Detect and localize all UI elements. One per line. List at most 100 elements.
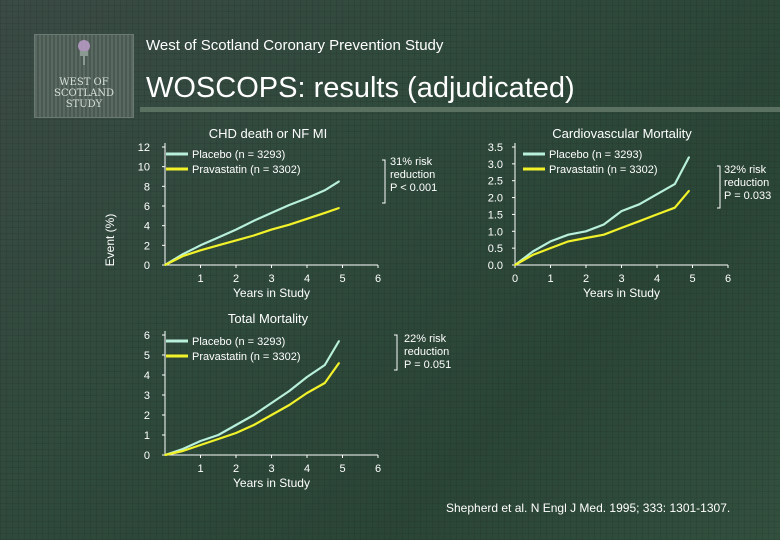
chart1-series-pravastatin-point xyxy=(199,249,202,252)
chart3-series-placebo-point xyxy=(181,448,184,450)
chart3-x-tick-label: 4 xyxy=(304,463,310,475)
chart2-series-placebo-point xyxy=(638,203,641,206)
chart1-annotation-bracket xyxy=(382,159,386,204)
chart3-series-placebo-point xyxy=(323,364,326,366)
chart2-y-tick-label: 1.0 xyxy=(488,226,503,238)
chart2-annotation-line: reduction xyxy=(724,177,769,189)
chart1-series-pravastatin-point xyxy=(323,212,326,214)
chart1-y-tick-label: 8 xyxy=(144,181,150,193)
chart2-series-placebo-point xyxy=(531,250,534,253)
chart1-x-tick-label: 2 xyxy=(233,273,239,285)
citation: Shepherd et al. N Engl J Med. 1995; 333:… xyxy=(446,501,731,515)
chart2-x-tick-label: 6 xyxy=(725,273,731,285)
chart3-series-pravastatin-point xyxy=(235,432,237,434)
chart2-series-pravastatin-point xyxy=(656,213,658,216)
chart1-series-pravastatin-point xyxy=(270,228,273,231)
chart3-y-tick-label: 2 xyxy=(144,410,150,422)
chart1-series-placebo-point xyxy=(252,219,255,222)
chart2-series-placebo-point xyxy=(602,223,605,226)
chart2-series-pravastatin-point xyxy=(673,206,676,209)
chart3-series-placebo-point xyxy=(306,376,308,378)
chart3-series-pravastatin-point xyxy=(306,392,308,394)
chart3-series-pravastatin-point xyxy=(181,450,184,452)
chart2-series-placebo-point xyxy=(585,230,587,233)
chart2-series-placebo-point xyxy=(656,193,658,196)
logo-line-2: SCOTLAND xyxy=(54,88,114,99)
chart2-x-tick-label: 3 xyxy=(618,273,624,285)
chart2-annotation-line: P = 0.033 xyxy=(724,190,771,202)
chart3-series-placebo-point xyxy=(235,424,237,426)
chart2-y-tick-label: 3.0 xyxy=(488,159,503,171)
chart1-y-tick-label: 12 xyxy=(138,142,150,154)
chart2-series-placebo-point xyxy=(567,233,570,236)
chart3-y-tick-label: 0 xyxy=(144,450,150,462)
thistle-icon xyxy=(78,40,90,65)
org-title: West of Scotland Coronary Prevention Stu… xyxy=(146,37,444,54)
chart3-series-placebo-point xyxy=(338,340,340,342)
chart1-series-placebo-point xyxy=(235,228,237,231)
chart1-x-tick-label: 6 xyxy=(375,273,381,285)
chart1-series-placebo-point xyxy=(181,253,184,256)
chart3-y-tick-label: 4 xyxy=(144,370,150,382)
chart1-y-tick-label: 2 xyxy=(144,240,150,252)
chart2-series-pravastatin-point xyxy=(531,254,534,256)
chart1-series-placebo-point xyxy=(306,197,308,200)
chart1-series-pravastatin-point xyxy=(217,244,220,247)
chart3-series-placebo-point xyxy=(252,414,255,416)
chart1-series-pravastatin-point xyxy=(235,239,237,242)
chart1-y-tick-label: 0 xyxy=(144,260,150,272)
chart3-annotation-line: P = 0.051 xyxy=(404,359,451,371)
chart2-x-label: Years in Study xyxy=(583,286,660,300)
logo-line-3: STUDY xyxy=(65,99,103,110)
chart2-series-pravastatin-point xyxy=(602,233,605,236)
chart3-series-placebo-point xyxy=(217,434,220,436)
chart2-series-pravastatin-point xyxy=(549,247,552,250)
chart1-series-pravastatin-point xyxy=(288,223,291,226)
chart2-x-tick-label: 1 xyxy=(547,273,553,285)
chart3-series-pravastatin-point xyxy=(323,382,326,384)
chart1-annotation-line: reduction xyxy=(390,169,435,181)
chart1-y-tick-label: 10 xyxy=(138,162,150,174)
chart1-series-placebo-point xyxy=(270,212,273,214)
chart3-series-placebo-point xyxy=(270,402,273,404)
chart2-annotation-line: 32% risk xyxy=(724,164,767,176)
chart2-y-tick-label: 1.5 xyxy=(488,209,503,221)
chart3-y-tick-label: 3 xyxy=(144,390,150,402)
chart2-x-tick-label: 4 xyxy=(654,273,660,285)
chart2-series-pravastatin-point xyxy=(567,240,570,243)
chart3-y-tick-label: 6 xyxy=(144,330,150,342)
chart2-series-pravastatin-point xyxy=(620,227,623,229)
chart3-title: Total Mortality xyxy=(228,311,309,326)
logo-text: WEST OF SCOTLAND STUDY xyxy=(35,77,133,110)
chart3-x-tick-label: 2 xyxy=(233,463,239,475)
chart3-series-pravastatin-point xyxy=(270,414,273,416)
chart3-y-tick-label: 5 xyxy=(144,350,150,362)
chart2-y-tick-label: 3.5 xyxy=(488,142,503,154)
chart3-series-placebo-point xyxy=(199,440,202,442)
chart3-x-label: Years in Study xyxy=(233,476,310,490)
chart2-legend-label-pravastatin: Pravastatin (n = 3302) xyxy=(549,164,658,176)
chart3-series-pravastatin-point xyxy=(164,454,166,456)
chart2-annotation-bracket xyxy=(717,165,721,209)
chart1-series-pravastatin-point xyxy=(338,207,340,209)
chart3-series-pravastatin-point xyxy=(338,362,340,364)
chart1-series-placebo-point xyxy=(323,189,326,192)
chart3-annotation-bracket xyxy=(394,334,398,371)
chart2-y-tick-label: 0.0 xyxy=(488,260,503,272)
chart1-series-pravastatin-point xyxy=(181,255,184,257)
chart2-series-pravastatin-point xyxy=(688,189,690,192)
chart1-x-tick-label: 5 xyxy=(339,273,345,285)
chart1-series-placebo-point xyxy=(338,180,340,183)
chart1-title: CHD death or NF MI xyxy=(209,126,327,141)
logo-line-1: WEST OF xyxy=(59,77,109,88)
chart1-legend-label-pravastatin: Pravastatin (n = 3302) xyxy=(192,164,301,176)
chart2-y-tick-label: 0.5 xyxy=(488,243,503,255)
chart2-legend-label-placebo: Placebo (n = 3293) xyxy=(549,149,642,161)
chart3-legend-label-pravastatin: Pravastatin (n = 3302) xyxy=(192,351,301,363)
chart1-series-pravastatin-line xyxy=(164,206,340,266)
chart1-legend-label-placebo: Placebo (n = 3293) xyxy=(192,149,285,161)
chart1-annotation-line: P < 0.001 xyxy=(390,182,437,194)
chart2-series-placebo-point xyxy=(688,156,690,159)
chart1-y-tick-label: 4 xyxy=(144,221,150,233)
